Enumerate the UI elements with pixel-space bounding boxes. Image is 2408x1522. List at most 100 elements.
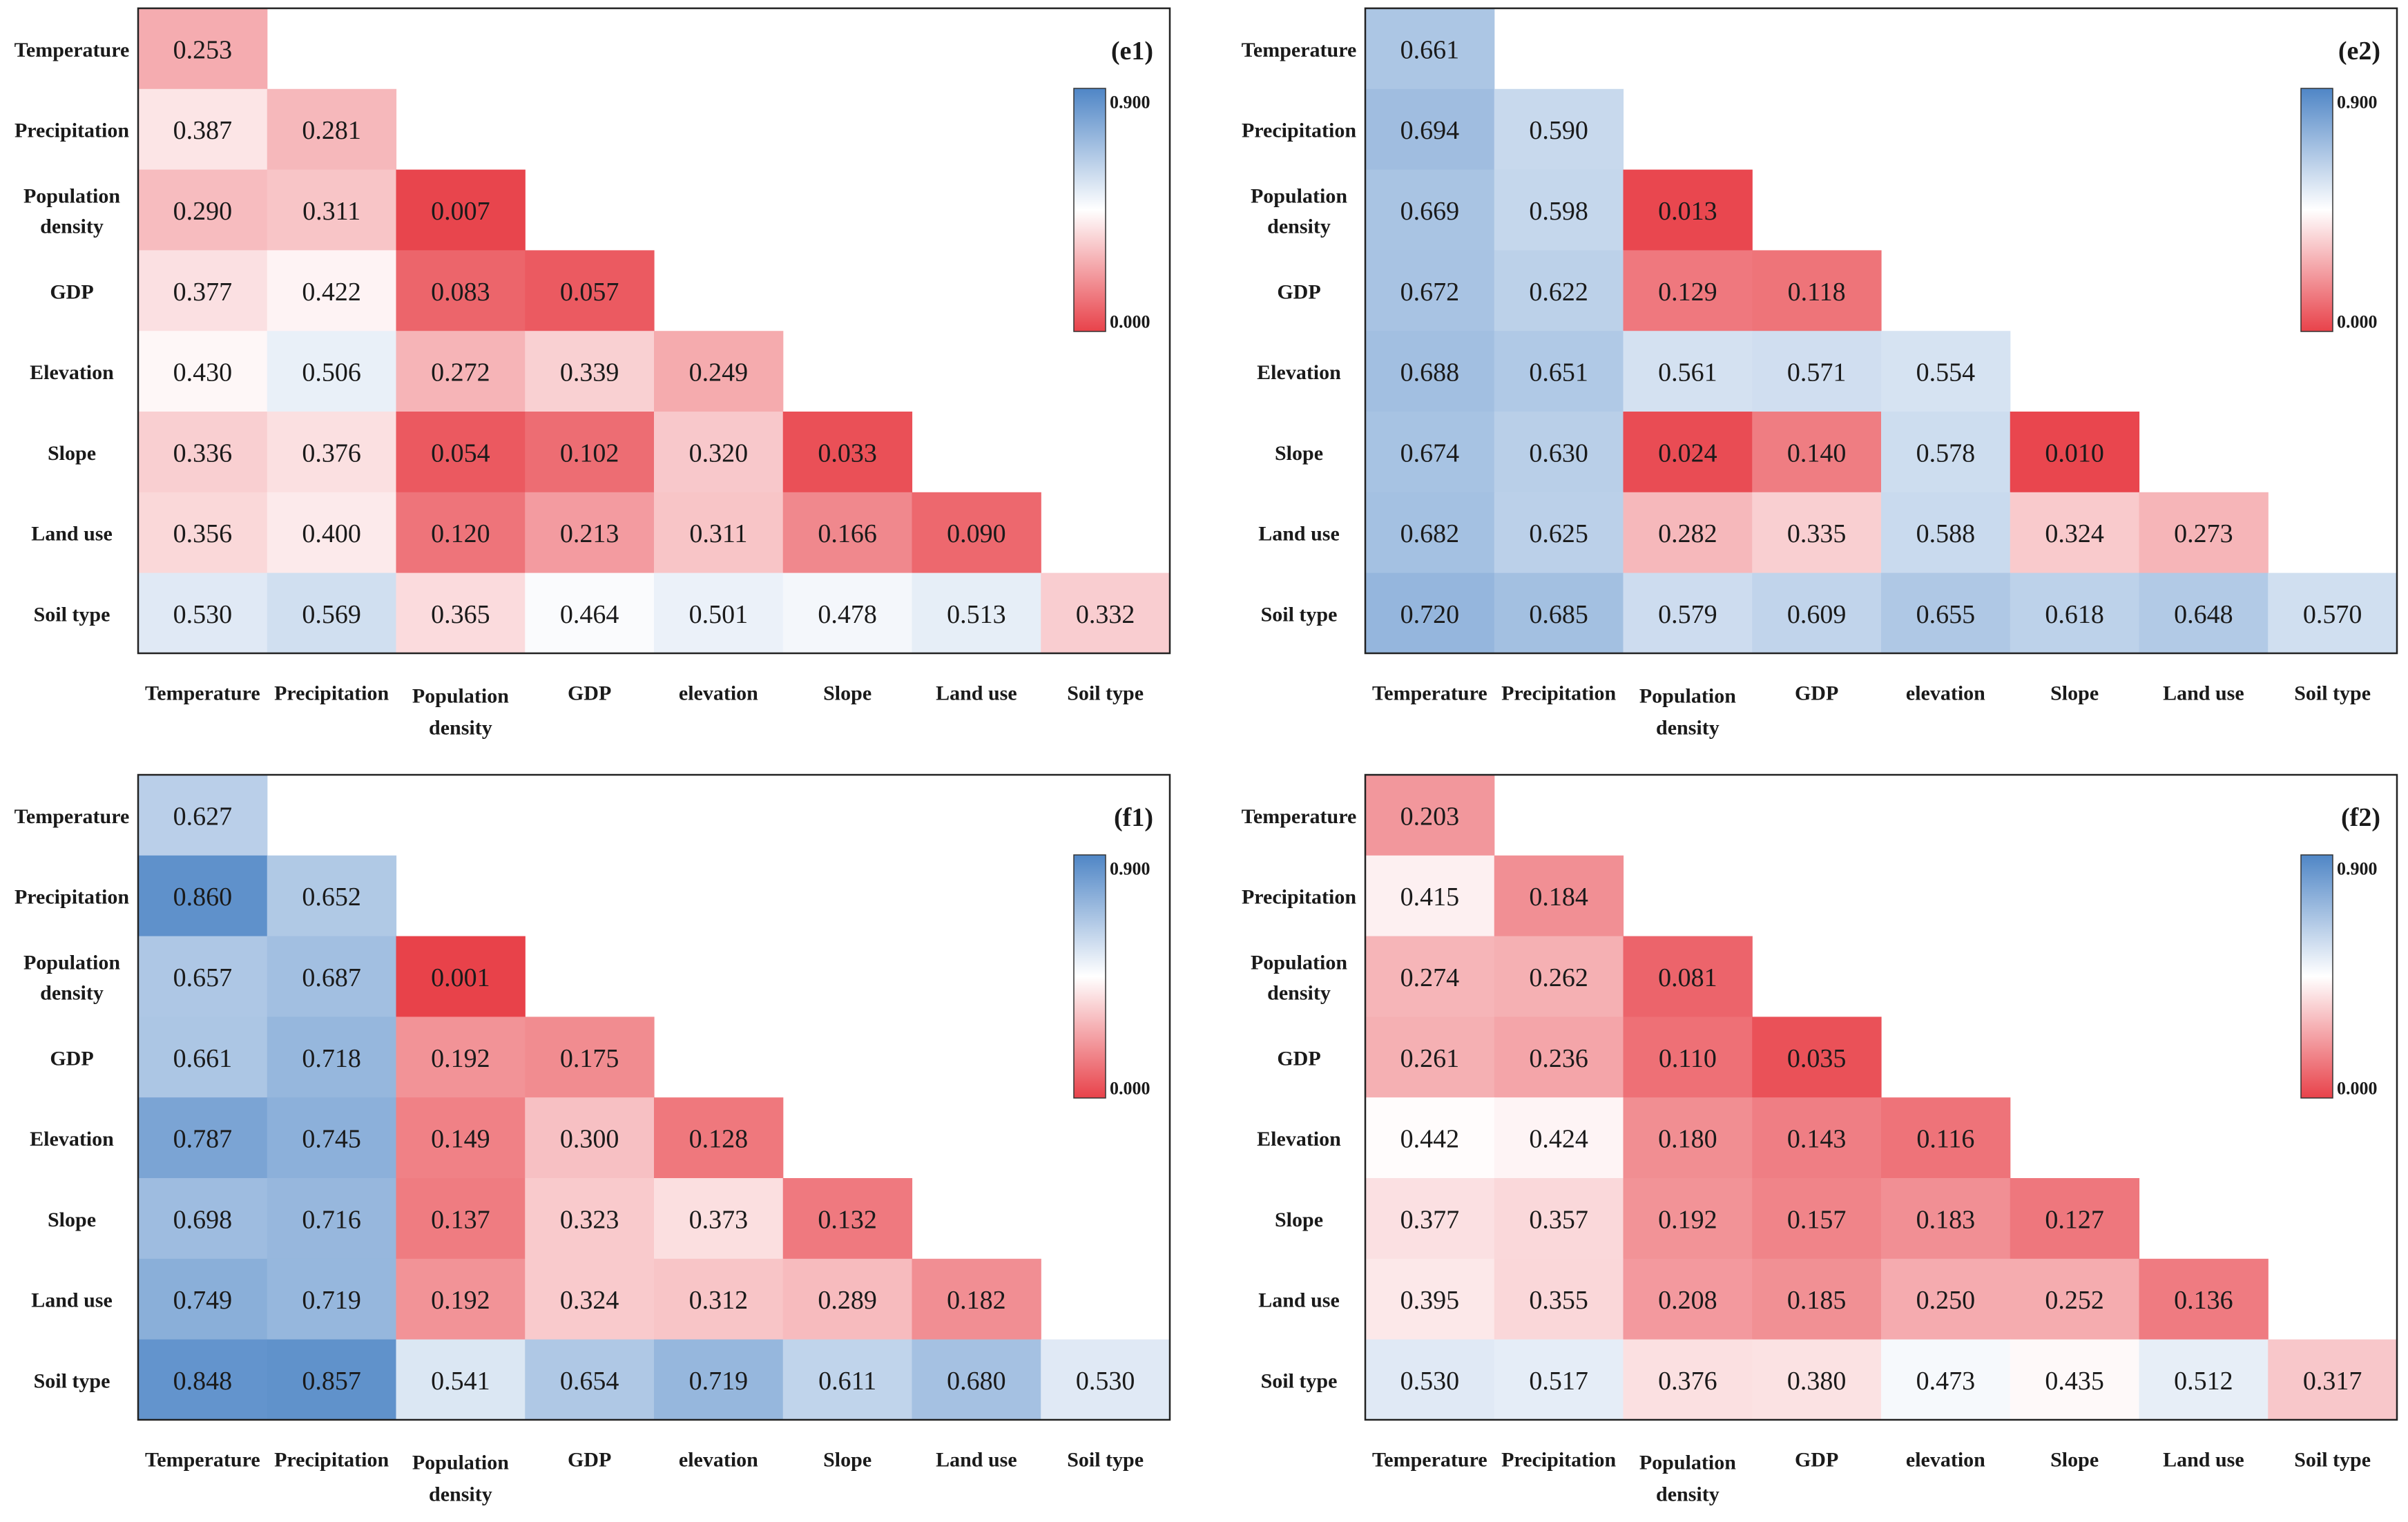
cell-value-label: 0.648 [2174,600,2233,629]
heatmap-cell [1623,412,1753,493]
row-label: Precipitation [15,119,129,142]
heatmap-cell [1752,1339,1882,1420]
heatmap-cell [1494,1017,1624,1098]
heatmap-cell [2268,572,2398,654]
cell-value-label: 0.129 [1658,278,1717,307]
heatmap-cell [654,572,784,654]
cell-value-label: 0.661 [1400,35,1460,64]
heatmap-cell [782,492,913,574]
colorbar-max-label: 0.900 [1110,93,1150,113]
cell-value-label: 0.282 [1658,519,1717,548]
heatmap-cell [782,572,913,654]
cell-value-label: 0.651 [1529,358,1588,387]
cell-value-label: 0.136 [2174,1286,2233,1315]
cell-value-label: 0.654 [560,1367,619,1396]
column-label: GDP [568,1449,611,1472]
cell-value-label: 0.506 [302,358,361,387]
heatmap-cell [267,169,397,251]
heatmap-cell [1752,1178,1882,1260]
heatmap-cell [1365,8,1495,90]
heatmap-cell [1365,169,1495,251]
heatmap-cell [1881,1178,2011,1260]
heatmap-cell [654,331,784,412]
cell-value-label: 0.192 [431,1286,490,1315]
cell-value-label: 0.719 [302,1286,361,1315]
heatmap-cell [1494,88,1624,171]
colorbar [2300,854,2333,1099]
cell-value-label: 0.182 [947,1286,1006,1315]
heatmap-cell [396,572,526,654]
heatmap-cell [912,1258,1041,1340]
colorbar-max-label: 0.900 [2337,93,2378,113]
cell-value-label: 0.149 [431,1125,490,1154]
cell-value-label: 0.102 [560,439,619,468]
cell-value-label: 0.290 [173,197,233,226]
heatmap-cell [138,492,268,574]
cell-value-label: 0.183 [1916,1205,1976,1234]
cell-value-label: 0.657 [173,963,233,992]
heatmap-cell [138,572,268,654]
cell-value-label: 0.749 [173,1286,233,1315]
heatmap-cell [267,1017,397,1098]
row-label: Precipitation [1242,886,1356,909]
heatmap-cell [912,572,1041,654]
heatmap-cell [525,412,655,493]
heatmap-cell [1365,775,1495,856]
plot-frame [137,773,1171,1421]
cell-value-label: 0.598 [1529,197,1588,226]
column-label: Population [412,1452,509,1474]
heatmap-cell [267,331,397,412]
heatmap-cell [1494,169,1624,251]
heatmap-cell [396,1339,526,1420]
column-label: Population [412,685,509,708]
cell-value-label: 0.387 [173,116,233,145]
heatmap-cell [1365,331,1495,412]
row-label: Land use [31,1289,113,1312]
heatmap-cell [2010,492,2140,574]
heatmap-cell [1494,250,1624,331]
cell-value-label: 0.250 [1916,1286,1976,1315]
cell-value-label: 0.718 [302,1044,361,1073]
heatmap-cell [138,855,268,937]
heatmap-cell [1623,250,1753,331]
cell-value-label: 0.376 [302,439,361,468]
cell-value-label: 0.578 [1916,439,1976,468]
column-label: Land use [2163,1449,2244,1472]
heatmap-cell [654,1097,784,1179]
cell-value-label: 0.180 [1658,1125,1717,1154]
cell-value-label: 0.698 [173,1205,233,1234]
heatmap-cell [654,1178,784,1260]
heatmap-cell [1365,1339,1495,1420]
row-label: Elevation [30,361,114,384]
heatmap-cell [396,936,526,1017]
heatmap-cell [267,250,397,331]
heatmap-cell [1881,572,2011,654]
column-label: Soil type [1067,682,1144,705]
cell-value-label: 0.324 [560,1286,619,1315]
cell-value-label: 0.473 [1916,1367,1976,1396]
row-label: density [40,215,104,238]
cell-value-label: 0.611 [818,1367,876,1396]
colorbar-min-label: 0.000 [1110,1079,1150,1099]
heatmap-cell [654,492,784,574]
row-label: Population [23,185,120,208]
heatmap-cell [138,412,268,493]
column-label: Land use [936,1449,1017,1472]
cell-value-label: 0.541 [431,1367,490,1396]
cell-value-label: 0.848 [173,1367,233,1396]
heatmap-cell [1494,1258,1624,1340]
cell-value-label: 0.377 [173,278,233,307]
heatmap-cell [2010,572,2140,654]
heatmap-cell [1623,331,1753,412]
column-label: Precipitation [274,1449,389,1472]
row-label: Temperature [1242,805,1357,828]
column-label: Slope [823,682,871,705]
heatmap-cell [654,412,784,493]
heatmap-cell [1494,1178,1624,1260]
column-label: Slope [823,1449,871,1472]
colorbar [1073,854,1106,1099]
heatmap-cell [782,1258,913,1340]
heatmap-panel-e2: 0.661 0.694 0.590 0.669 0.598 0.013 0.672 0.622… [1242,7,2398,740]
cell-value-label: 0.317 [2303,1367,2362,1396]
cell-value-label: 0.688 [1400,358,1460,387]
